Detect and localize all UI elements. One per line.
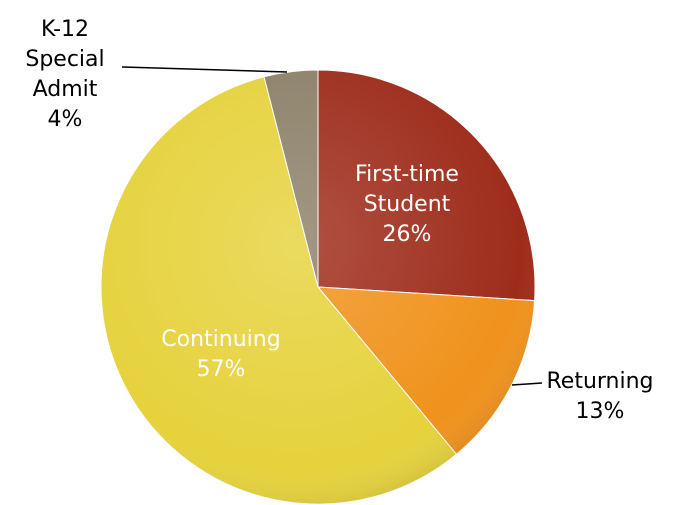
slice-label: Continuing 57% (136, 325, 306, 385)
percent-label: 4% (47, 107, 83, 132)
category-label: First-time Student (355, 162, 459, 217)
percent-label: 13% (575, 399, 625, 424)
slice-label: Returning 13% (530, 367, 670, 427)
slice-label: First-time Student 26% (332, 160, 482, 250)
category-label: Returning (546, 369, 654, 394)
category-label: Continuing (161, 327, 281, 352)
percent-label: 57% (196, 357, 246, 382)
leader-line (511, 382, 543, 386)
slice-label: K-12 Special Admit 4% (5, 15, 125, 135)
percent-label: 26% (382, 222, 432, 247)
category-label: K-12 Special Admit (25, 17, 105, 102)
leader-line (121, 66, 288, 73)
